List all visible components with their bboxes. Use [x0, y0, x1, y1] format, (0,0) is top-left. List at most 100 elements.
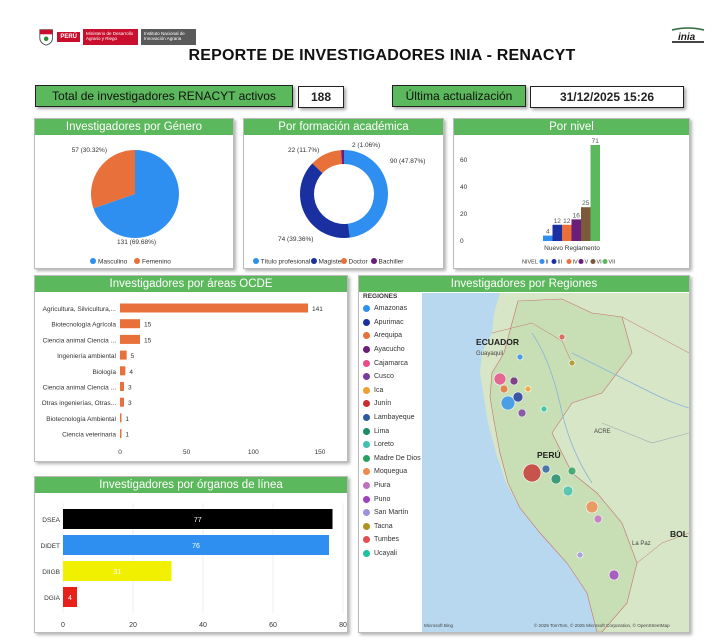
region-legend-dot	[363, 386, 370, 394]
map-region-bubble[interactable]	[576, 551, 584, 559]
ocde-bar[interactable]	[120, 397, 124, 407]
map-region-bubble[interactable]	[493, 372, 507, 386]
region-legend-item[interactable]: Tumbes	[363, 533, 423, 547]
donut-label-magister: 74 (39.36%)	[278, 236, 313, 243]
region-legend-label: Lambayeque	[374, 414, 415, 422]
level-bar-v[interactable]	[571, 219, 582, 241]
donut-label-titulo: 90 (47.87%)	[390, 158, 425, 165]
region-legend-label: Moquegua	[374, 468, 408, 476]
region-legend-item[interactable]: Loreto	[363, 438, 423, 452]
region-legend-dot	[363, 332, 370, 340]
region-legend-item[interactable]: Madre De Dios	[363, 452, 423, 466]
region-legend-item[interactable]: Lambayeque	[363, 411, 423, 425]
donut-slice-0[interactable]	[344, 150, 388, 238]
region-legend-item[interactable]: Piura	[363, 479, 423, 493]
ocde-xtick: 0	[118, 449, 122, 456]
map-region-bubble[interactable]	[540, 405, 548, 413]
region-legend-dot	[363, 454, 370, 462]
gender-panel-title: Investigadores por Género	[35, 119, 233, 135]
ocde-bar[interactable]	[120, 350, 127, 360]
level-ytick: 60	[460, 157, 468, 164]
map-region-bubble[interactable]	[517, 408, 527, 418]
map-region-bubble[interactable]	[608, 569, 620, 581]
ocde-bar[interactable]	[120, 413, 122, 423]
region-legend-item[interactable]: Junín	[363, 397, 423, 411]
organs-bar[interactable]	[63, 561, 172, 581]
level-bar-vii[interactable]	[590, 145, 601, 241]
gender-pie-chart[interactable]: 131 (69.68%) 57 (30.32%) Masculino Femenino	[35, 119, 235, 270]
region-legend-item[interactable]: Apurimac	[363, 316, 423, 330]
pie-slice-masculino[interactable]	[93, 150, 179, 238]
ocde-bar-chart[interactable]: Agricultura, Silvicultura,... 141Biotecno…	[35, 276, 349, 463]
region-legend-item[interactable]: Lima	[363, 424, 423, 438]
region-legend-item[interactable]: Cusco	[363, 370, 423, 384]
map-region-bubble[interactable]	[541, 464, 551, 474]
ocde-category-label: Biotecnología Agrícola	[51, 322, 116, 329]
organs-bar[interactable]	[63, 587, 77, 607]
legend-dot-1	[311, 258, 317, 264]
organs-bar[interactable]	[63, 535, 329, 555]
organs-xtick: 60	[269, 622, 277, 629]
organs-panel-title: Investigadores por órganos de línea	[35, 477, 347, 493]
map-region-bubble[interactable]	[516, 353, 524, 361]
map-region-bubble[interactable]	[558, 333, 566, 341]
map-region-bubble[interactable]	[499, 384, 509, 394]
map-region-bubble[interactable]	[509, 376, 519, 386]
region-legend-item[interactable]: Ucayali	[363, 547, 423, 561]
ocde-bar[interactable]	[120, 382, 124, 391]
map-region-bubble[interactable]	[522, 463, 542, 483]
map-region-bubble[interactable]	[585, 500, 599, 514]
region-legend-label: Puno	[374, 495, 391, 503]
logo-inia-text: inia	[678, 32, 696, 43]
map-region-bubble[interactable]	[500, 395, 516, 411]
level-bar-iii[interactable]	[552, 224, 563, 241]
level-bar-ii[interactable]	[543, 235, 553, 241]
pie-slice-femenino[interactable]	[91, 150, 135, 209]
ocde-bar[interactable]	[120, 303, 308, 313]
organs-category-label: DSEA	[42, 517, 60, 524]
map-region-bubble[interactable]	[568, 359, 576, 367]
region-legend-dot	[363, 441, 370, 449]
organs-bar[interactable]	[63, 509, 333, 529]
region-legend-dot	[363, 468, 370, 476]
page-title: REPORTE DE INVESTIGADORES INIA - RENACYT	[188, 47, 576, 64]
region-legend-item[interactable]: Ica	[363, 384, 423, 398]
level-bar-vi[interactable]	[581, 207, 591, 241]
ocde-category-label: Biotecnología Ambiental	[46, 416, 116, 423]
region-legend-item[interactable]: San Martín	[363, 506, 423, 520]
ocde-bar[interactable]	[120, 429, 122, 439]
donut-slice-1[interactable]	[300, 163, 350, 238]
region-legend-label: Tumbes	[374, 536, 400, 544]
level-legend-label: III	[558, 260, 563, 266]
map-region-bubble[interactable]	[562, 485, 574, 497]
organs-bar-chart[interactable]: 0 20 40 60 80 DSEA 77 DIDET 76 DIIGB 31 DGIA 4	[35, 477, 349, 634]
ocde-bar[interactable]	[120, 334, 140, 344]
region-legend-item[interactable]: Ayacucho	[363, 343, 423, 357]
map-bing-logo: Microsoft Bing	[424, 623, 454, 628]
map-region-bubble[interactable]	[524, 385, 532, 393]
map-region-bubble[interactable]	[567, 466, 577, 476]
region-legend-item[interactable]: Arequipa	[363, 329, 423, 343]
ocde-category-label: Biología	[93, 369, 117, 376]
region-legend-item[interactable]: Amazonas	[363, 302, 423, 316]
pie-label-femenino: 57 (30.32%)	[72, 147, 107, 154]
donut-slice-3[interactable]	[341, 150, 344, 165]
map-region-bubble[interactable]	[550, 473, 562, 485]
ocde-bar[interactable]	[120, 319, 140, 329]
map-region-bubble[interactable]	[593, 514, 603, 524]
regions-panel-title: Investigadores por Regiones	[359, 276, 689, 292]
level-bar-iv[interactable]	[562, 224, 572, 241]
regions-map[interactable]: ECUADOR Guayaquil PERÚ BOL ACRE La Paz ©…	[422, 293, 689, 632]
formation-donut-chart[interactable]: 90 (47.87%) 74 (39.36%) 22 (11.7%) 2 (1.06%…	[244, 119, 445, 270]
region-legend-item[interactable]: Moquegua	[363, 465, 423, 479]
region-legend-item[interactable]: Puno	[363, 492, 423, 506]
level-ytick: 20	[460, 211, 468, 218]
region-legend-dot	[363, 495, 370, 503]
ocde-bar[interactable]	[120, 366, 126, 376]
region-legend-item[interactable]: Tacna	[363, 520, 423, 534]
regions-legend: REGIONES Amazonas Apurimac Arequipa Ayacuch…	[363, 293, 423, 560]
map-region-bubble[interactable]	[512, 391, 524, 403]
donut-slice-2[interactable]	[312, 150, 342, 174]
region-legend-item[interactable]: Cajamarca	[363, 356, 423, 370]
